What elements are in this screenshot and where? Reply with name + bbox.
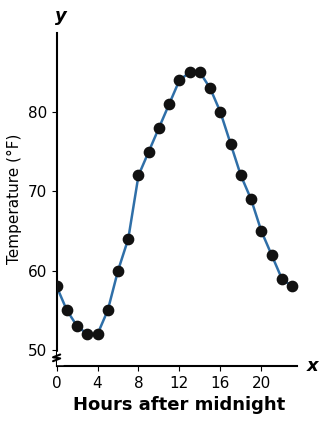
Point	[279, 275, 284, 282]
Point	[238, 172, 243, 179]
Point	[146, 148, 151, 155]
Point	[126, 235, 131, 242]
Point	[218, 109, 223, 115]
Text: y: y	[55, 7, 67, 25]
X-axis label: Hours after midnight: Hours after midnight	[73, 396, 286, 414]
Point	[136, 172, 141, 179]
Point	[259, 228, 264, 234]
Point	[156, 125, 162, 131]
Point	[105, 307, 110, 314]
Point	[64, 307, 70, 314]
Point	[177, 77, 182, 84]
Point	[228, 140, 233, 147]
Point	[208, 85, 213, 91]
Y-axis label: Temperature (°F): Temperature (°F)	[7, 134, 22, 264]
Point	[74, 323, 80, 330]
Point	[269, 251, 274, 258]
Point	[54, 283, 59, 290]
Text: x: x	[306, 357, 318, 375]
Point	[115, 267, 121, 274]
Point	[95, 330, 100, 337]
Point	[187, 69, 192, 76]
Point	[197, 69, 202, 76]
Point	[167, 101, 172, 107]
Point	[289, 283, 294, 290]
Point	[248, 196, 254, 203]
Point	[85, 330, 90, 337]
